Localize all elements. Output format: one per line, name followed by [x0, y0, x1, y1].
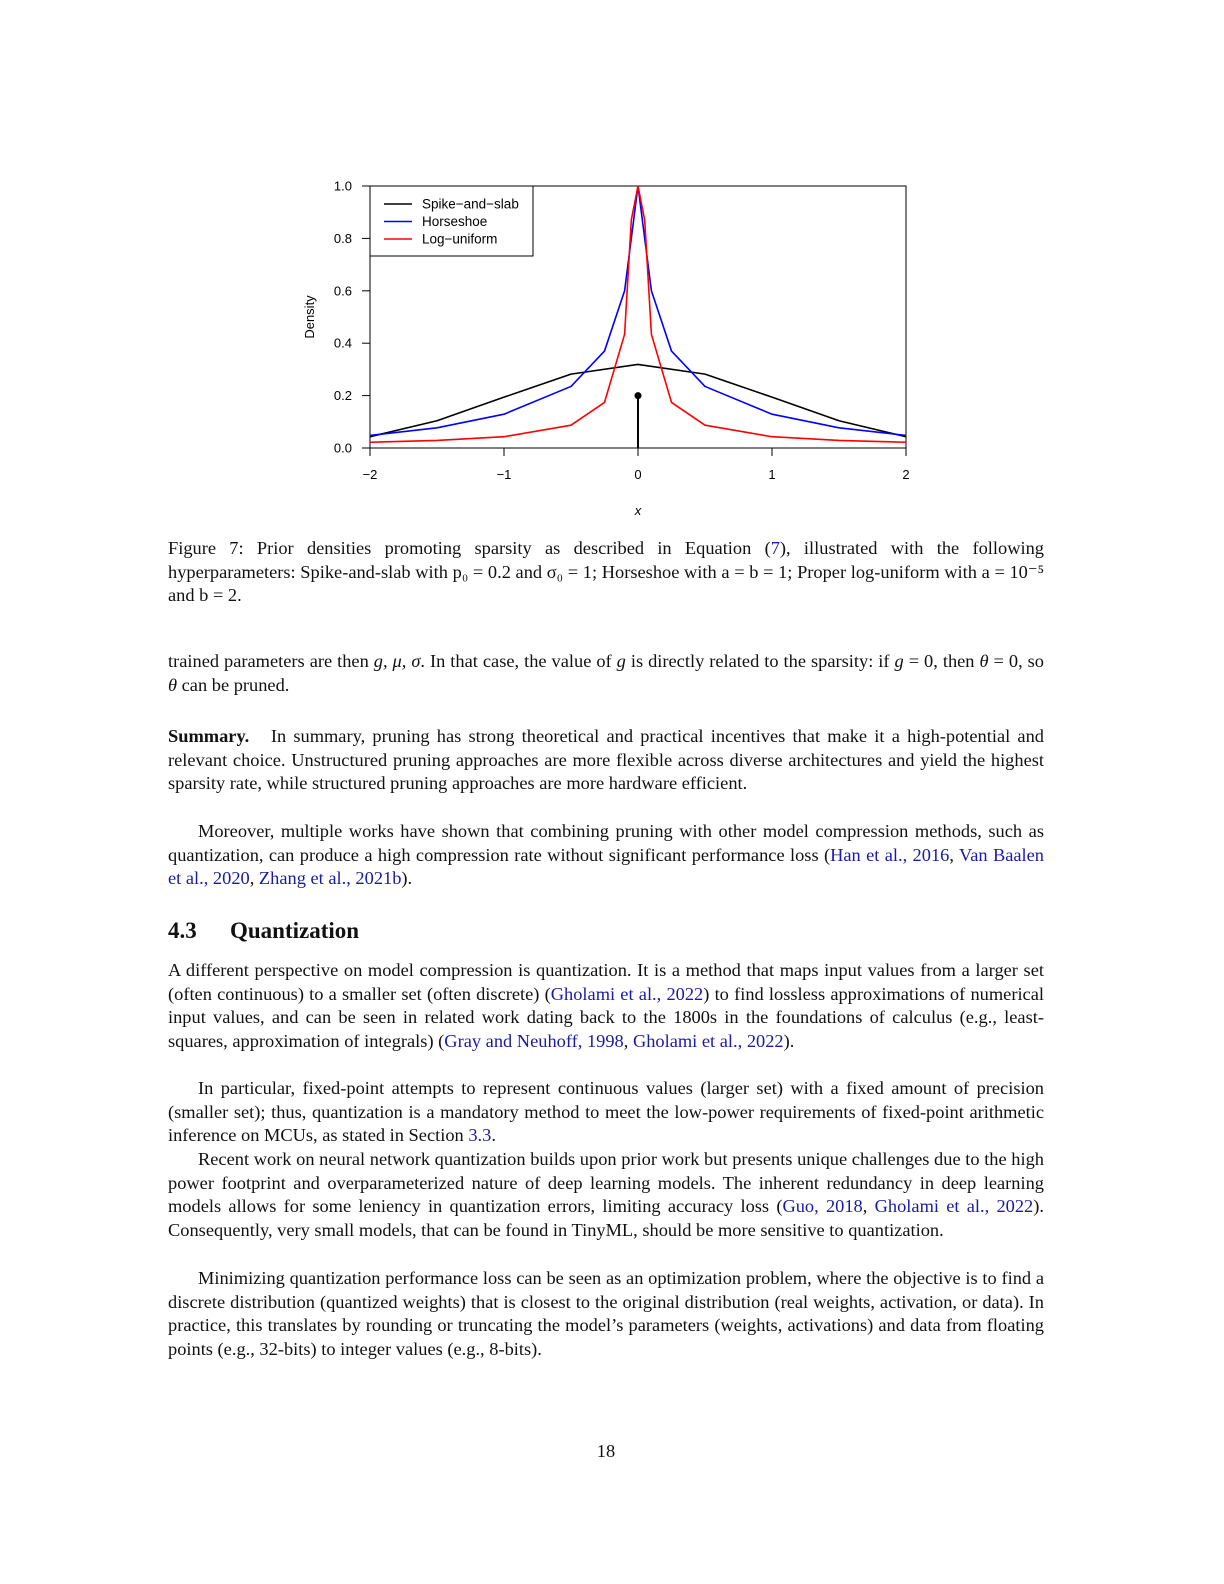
x-tick-label: 2	[902, 467, 909, 482]
citation-link[interactable]: Guo, 2018	[782, 1196, 863, 1217]
paragraph-quantization-intro: A different perspective on model compres…	[168, 960, 1044, 1052]
section-ref-link[interactable]: 3.3	[468, 1125, 492, 1146]
paragraph-optimization: Minimizing quantization performance loss…	[168, 1268, 1044, 1360]
paragraph-pruning-parameters: trained parameters are then g, μ, σ. In …	[168, 651, 1044, 695]
caption-text-end: ), illustrated with the following hyperp…	[168, 538, 1044, 606]
legend-label: Horseshoe	[422, 214, 487, 229]
caption-text: Prior densities promoting sparsity as de…	[256, 538, 771, 558]
paragraph-fixed-point: In particular, fixed-point attempts to r…	[168, 1078, 1044, 1146]
y-axis-label: Density	[302, 295, 317, 339]
y-tick-label: 0.6	[334, 283, 352, 298]
paragraph-combining-pruning: Moreover, multiple works have shown that…	[168, 821, 1045, 889]
citation-link[interactable]: Zhang et al., 2021b	[258, 868, 402, 889]
x-axis-label: x	[634, 503, 642, 518]
figure-caption: Figure 7: Prior densities promoting spar…	[168, 537, 1044, 608]
x-tick-label: 0	[634, 467, 641, 482]
citation-link[interactable]: Gholami et al., 2022	[550, 983, 704, 1004]
section-title: Quantization	[230, 918, 360, 943]
caption-label: Figure 7:	[168, 538, 244, 558]
summary-label: Summary.	[168, 726, 250, 746]
paragraph-summary: Summary. In summary, pruning has strong …	[168, 725, 1044, 796]
equation-ref-link[interactable]: 7	[770, 538, 780, 558]
citation-link[interactable]: Han et al., 2016	[830, 844, 950, 865]
summary-text: In summary, pruning has strong theoretic…	[168, 726, 1044, 794]
legend-label: Log−uniform	[422, 232, 497, 247]
paragraph-recent-work: Recent work on neural network quantizati…	[168, 1149, 1044, 1241]
x-tick-label: −1	[497, 467, 512, 482]
series-line-2	[370, 186, 906, 444]
section-number: 4.3	[168, 918, 197, 943]
spike-point	[634, 392, 642, 400]
y-tick-label: 0.2	[334, 388, 352, 403]
section-heading: 4.3 Quantization	[168, 918, 1044, 944]
page-number: 18	[596, 1441, 616, 1461]
series-group	[370, 186, 906, 444]
legend-label: Spike−and−slab	[422, 197, 519, 212]
density-chart: 0.0 0.2 0.4 0.6 0.8 1.0 −2 −1 0 1 2 x Density Spike−a…	[302, 179, 910, 519]
citation-link[interactable]: Gholami et al., 2022	[632, 1031, 784, 1052]
y-tick-label: 1.0	[334, 179, 352, 194]
series-line-1	[370, 186, 906, 437]
citation-link[interactable]: Van Baalen et al., 2020	[168, 844, 1045, 889]
x-tick-label: −2	[363, 467, 378, 482]
x-tick-label: 1	[768, 467, 775, 482]
y-tick-label: 0.4	[334, 336, 352, 351]
citation-link[interactable]: Gholami et al., 2022	[874, 1196, 1034, 1217]
y-tick-label: 0.0	[334, 441, 352, 456]
citation-link[interactable]: Gray and Neuhoff, 1998	[444, 1031, 624, 1052]
y-tick-label: 0.8	[334, 231, 352, 246]
series-line-0	[370, 363, 906, 438]
